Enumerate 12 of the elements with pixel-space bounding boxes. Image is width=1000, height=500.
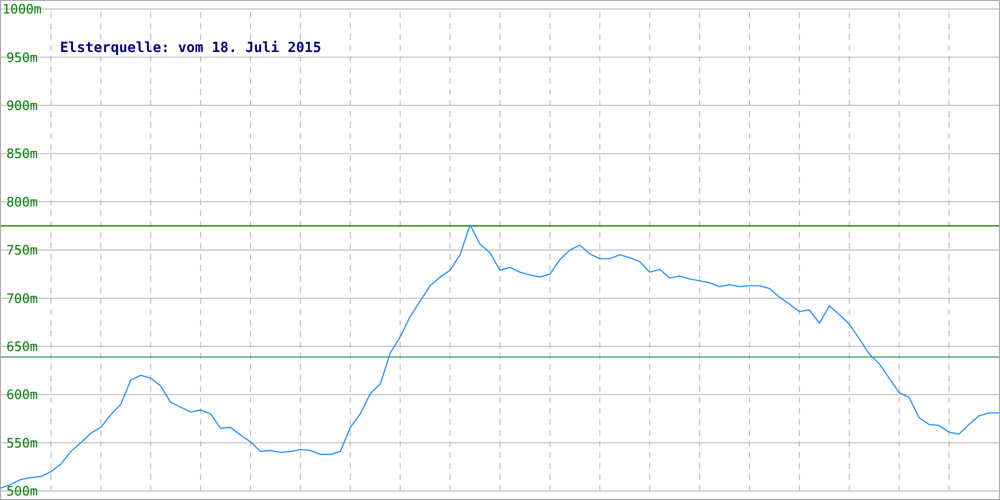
y-tick-label: 900m xyxy=(6,98,38,114)
y-tick-label: 500m xyxy=(6,484,38,500)
y-tick-label: 850m xyxy=(6,147,38,162)
y-tick-label: 600m xyxy=(6,388,38,404)
y-tick-label: 700m xyxy=(6,292,38,307)
y-tick-label: 950m xyxy=(6,50,38,66)
y-tick-label: 550m xyxy=(6,436,38,452)
y-tick-label: 650m xyxy=(6,340,38,355)
y-tick-label: 800m xyxy=(6,195,38,210)
y-tick-label: 1000m xyxy=(2,2,42,18)
y-tick-label: 750m xyxy=(6,244,38,259)
text: Elsterquelle: vom 18. Juli 2015 xyxy=(60,40,322,56)
